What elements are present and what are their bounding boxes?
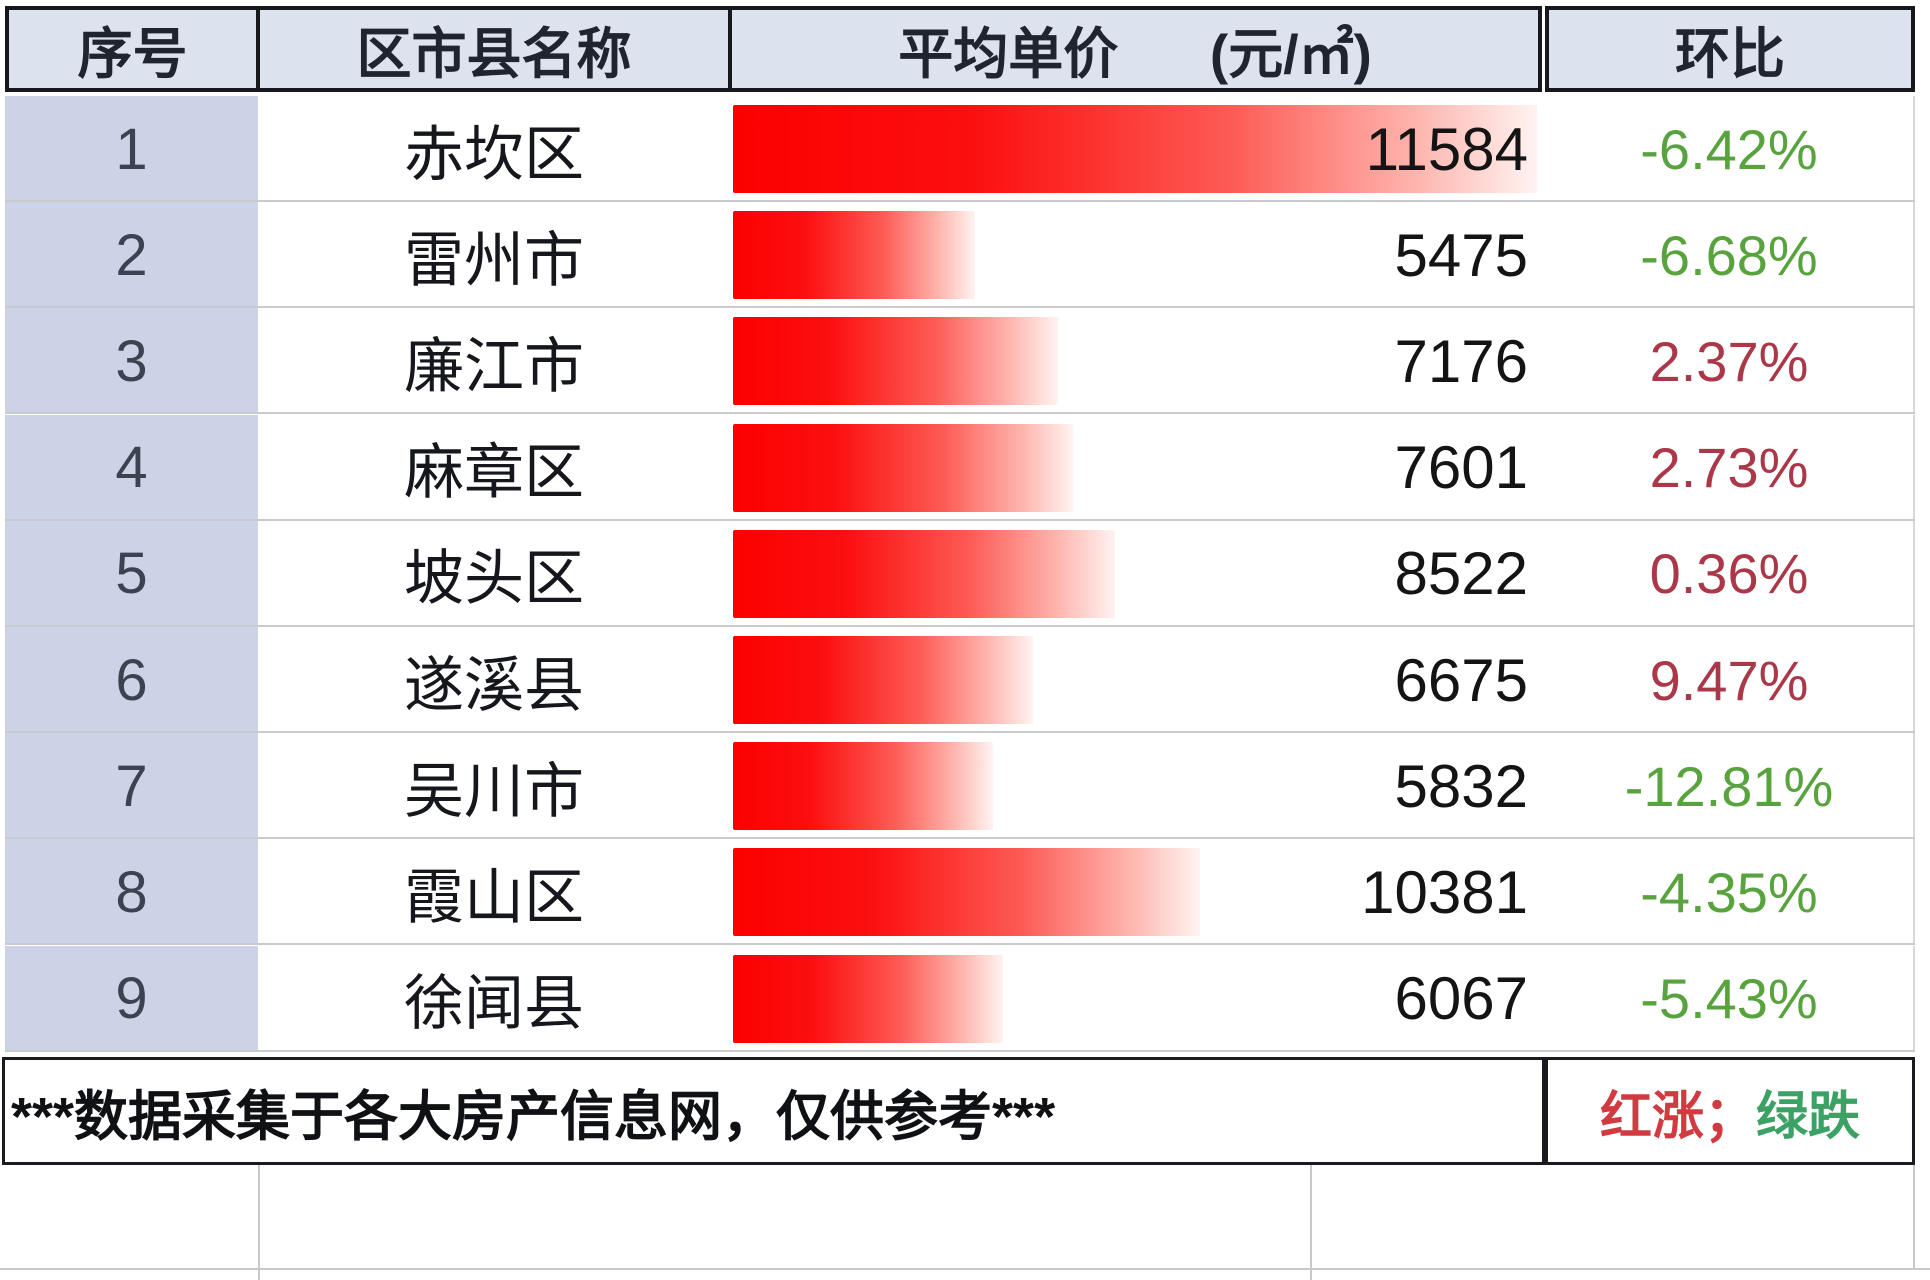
cell-row-index[interactable]: 6 bbox=[5, 627, 258, 733]
cell-row-index[interactable]: 5 bbox=[5, 520, 258, 627]
price-value: 6675 bbox=[1394, 646, 1528, 714]
cell-row-index[interactable]: 4 bbox=[5, 414, 258, 521]
legend-red-rise: 红涨； bbox=[1599, 1087, 1756, 1146]
cell-mom-change[interactable]: 9.47% bbox=[1545, 627, 1915, 733]
cell-mom-change[interactable]: 2.37% bbox=[1545, 308, 1915, 415]
table-row: 3 廉江市 7176 2.37% bbox=[0, 308, 1930, 415]
table-row: 2 雷州市 5475 -6.68% bbox=[0, 202, 1930, 309]
cell-row-index[interactable]: 2 bbox=[5, 202, 258, 309]
cell-district-name[interactable]: 吴川市 bbox=[258, 733, 730, 840]
cell-price[interactable]: 6675 bbox=[730, 627, 1540, 733]
cell-district-name[interactable]: 徐闻县 bbox=[258, 945, 730, 1052]
cell-mom-change[interactable]: -6.68% bbox=[1545, 202, 1915, 309]
price-value: 10381 bbox=[1361, 858, 1528, 926]
cell-district-name[interactable]: 霞山区 bbox=[258, 839, 730, 946]
price-value: 11584 bbox=[1365, 115, 1528, 183]
cell-row-index[interactable]: 7 bbox=[5, 733, 258, 840]
header-cell-average-price[interactable]: 平均单价 (元/㎡) bbox=[728, 6, 1542, 92]
header-cell-mom-change[interactable]: 环比 bbox=[1545, 6, 1915, 92]
price-data-bar bbox=[733, 423, 1074, 512]
price-data-bar bbox=[733, 529, 1115, 618]
header-cell-index[interactable]: 序号 bbox=[5, 6, 260, 92]
row-separator bbox=[5, 624, 1915, 627]
row-separator bbox=[5, 306, 1915, 309]
cell-price[interactable]: 5832 bbox=[730, 733, 1540, 840]
sheet-gridline-horizontal bbox=[0, 1268, 1930, 1270]
row-separator bbox=[5, 518, 1915, 521]
cell-price[interactable]: 7176 bbox=[730, 308, 1540, 415]
sheet-gridline-vertical bbox=[1913, 1165, 1915, 1268]
price-data-bar bbox=[733, 848, 1201, 937]
cell-mom-change[interactable]: -4.35% bbox=[1545, 839, 1915, 946]
legend-green-fall: 绿跌 bbox=[1756, 1087, 1861, 1146]
cell-price[interactable]: 11584 bbox=[730, 96, 1540, 202]
table-row: 6 遂溪县 6675 9.47% bbox=[0, 627, 1930, 733]
cell-mom-change[interactable]: -5.43% bbox=[1545, 945, 1915, 1052]
cell-price[interactable]: 10381 bbox=[730, 839, 1540, 946]
sheet-gridline-vertical bbox=[258, 1165, 260, 1280]
cell-district-name[interactable]: 雷州市 bbox=[258, 202, 730, 309]
cell-mom-change[interactable]: 2.73% bbox=[1545, 414, 1915, 521]
price-value: 5475 bbox=[1394, 221, 1528, 289]
price-data-bar bbox=[733, 954, 1004, 1043]
price-value: 8522 bbox=[1394, 540, 1528, 608]
cell-row-index[interactable]: 9 bbox=[5, 945, 258, 1052]
cell-row-index[interactable]: 1 bbox=[5, 96, 258, 202]
price-value: 6067 bbox=[1394, 965, 1528, 1033]
price-data-bar bbox=[733, 742, 993, 831]
cell-district-name[interactable]: 麻章区 bbox=[258, 414, 730, 521]
price-data-bar bbox=[733, 211, 975, 300]
price-value: 5832 bbox=[1394, 752, 1528, 820]
price-value: 7601 bbox=[1394, 434, 1528, 502]
table-row: 8 霞山区 10381 -4.35% bbox=[0, 839, 1930, 946]
data-source-note[interactable]: ***数据采集于各大房产信息网，仅供参考*** bbox=[2, 1057, 1545, 1165]
cell-district-name[interactable]: 坡头区 bbox=[258, 520, 730, 627]
cell-district-name[interactable]: 遂溪县 bbox=[258, 627, 730, 733]
cell-price[interactable]: 7601 bbox=[730, 414, 1540, 521]
cell-district-name[interactable]: 赤坎区 bbox=[258, 96, 730, 202]
price-data-bar bbox=[733, 317, 1058, 406]
row-separator bbox=[5, 731, 1915, 733]
cell-price[interactable]: 8522 bbox=[730, 520, 1540, 627]
table-row: 1 赤坎区 11584 -6.42% bbox=[0, 96, 1930, 202]
cell-row-index[interactable]: 3 bbox=[5, 308, 258, 415]
header-cell-district-name[interactable]: 区市县名称 bbox=[256, 6, 732, 92]
cell-mom-change[interactable]: -6.42% bbox=[1545, 96, 1915, 202]
cell-row-index[interactable]: 8 bbox=[5, 839, 258, 946]
table-row: 9 徐闻县 6067 -5.43% bbox=[0, 945, 1930, 1052]
price-data-bar bbox=[733, 105, 1537, 193]
table-row: 4 麻章区 7601 2.73% bbox=[0, 414, 1930, 521]
cell-price[interactable]: 5475 bbox=[730, 202, 1540, 309]
row-separator bbox=[5, 837, 1915, 840]
table-row: 7 吴川市 5832 -12.81% bbox=[0, 733, 1930, 840]
cell-price[interactable]: 6067 bbox=[730, 945, 1540, 1052]
table-row: 5 坡头区 8522 0.36% bbox=[0, 520, 1930, 627]
row-separator bbox=[5, 1049, 1915, 1052]
row-separator bbox=[5, 412, 1915, 415]
price-data-bar bbox=[733, 636, 1033, 724]
price-value: 7176 bbox=[1394, 327, 1528, 395]
color-legend[interactable]: 红涨； 绿跌 bbox=[1545, 1057, 1915, 1165]
cell-mom-change[interactable]: -12.81% bbox=[1545, 733, 1915, 840]
cell-mom-change[interactable]: 0.36% bbox=[1545, 520, 1915, 627]
row-separator bbox=[5, 943, 1915, 946]
sheet-gridline-vertical bbox=[1310, 1165, 1312, 1280]
row-separator bbox=[5, 200, 1915, 202]
cell-district-name[interactable]: 廉江市 bbox=[258, 308, 730, 415]
